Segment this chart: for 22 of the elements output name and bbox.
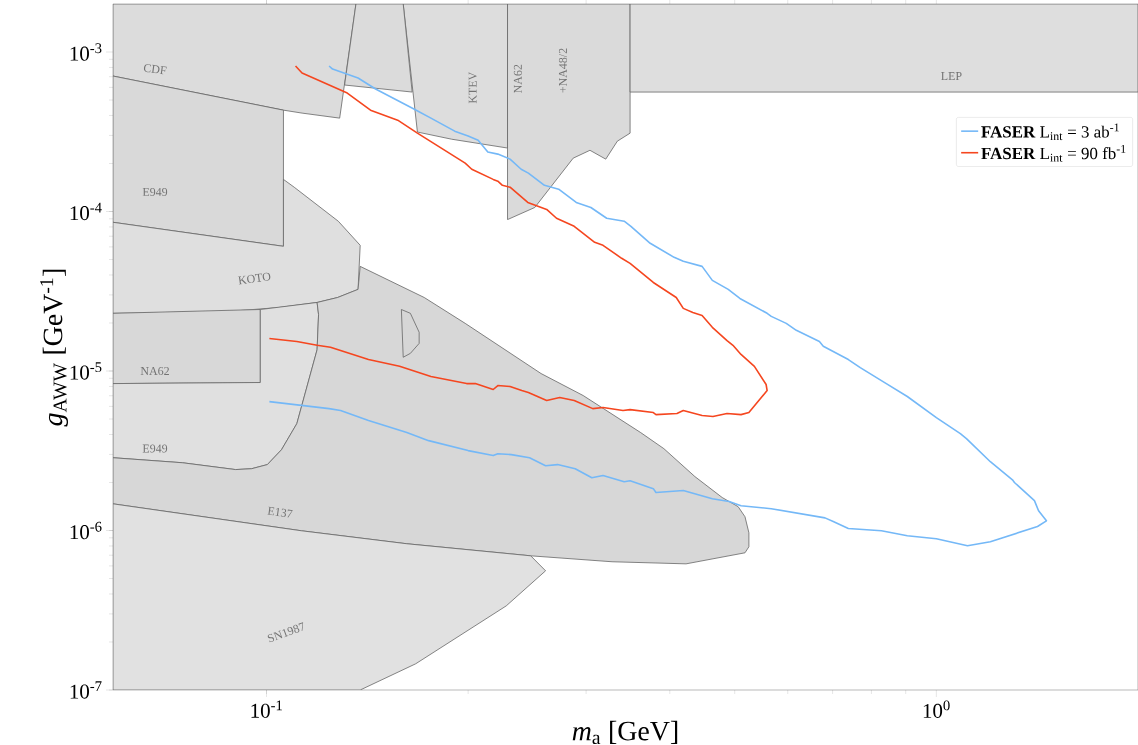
annotation: E949 [142, 444, 168, 453]
annotation: NA62 [513, 64, 522, 94]
legend-label: FASER L$_{int}$ = 90 fb$^{-1}$ [981, 144, 1126, 162]
x-axis-title: m$_{a}$ [GeV] [572, 720, 678, 745]
annotation: KTEV [468, 71, 477, 104]
annotation: +NA48/2 [558, 48, 567, 93]
y-tick-label: 10$^{-4}$ [70, 202, 102, 221]
y-tick-label: 10$^{-6}$ [70, 521, 102, 540]
y-tick-label: 10$^{-7}$ [70, 681, 102, 699]
annotation: KOTO [237, 272, 271, 285]
annotation: E137 [267, 506, 293, 518]
annotation: CDF [143, 64, 167, 75]
x-tick-label: 10$^{0}$ [923, 700, 950, 718]
y-axis-title: g$_{AWW}$ [GeV$^{-1}$] [40, 269, 69, 427]
annotation: SN1987 [267, 622, 304, 643]
y-tick-label: 10$^{-3}$ [70, 43, 102, 61]
annotation: E949 [142, 187, 168, 196]
annotation: LEP [941, 72, 962, 80]
x-tick-label: 10$^{-1}$ [251, 700, 282, 718]
legend-label: FASER L$_{int}$ = 3 ab$^{-1}$ [981, 123, 1119, 141]
y-tick-label: 10$^{-5}$ [70, 362, 102, 380]
annotation: NA62 [140, 367, 169, 376]
